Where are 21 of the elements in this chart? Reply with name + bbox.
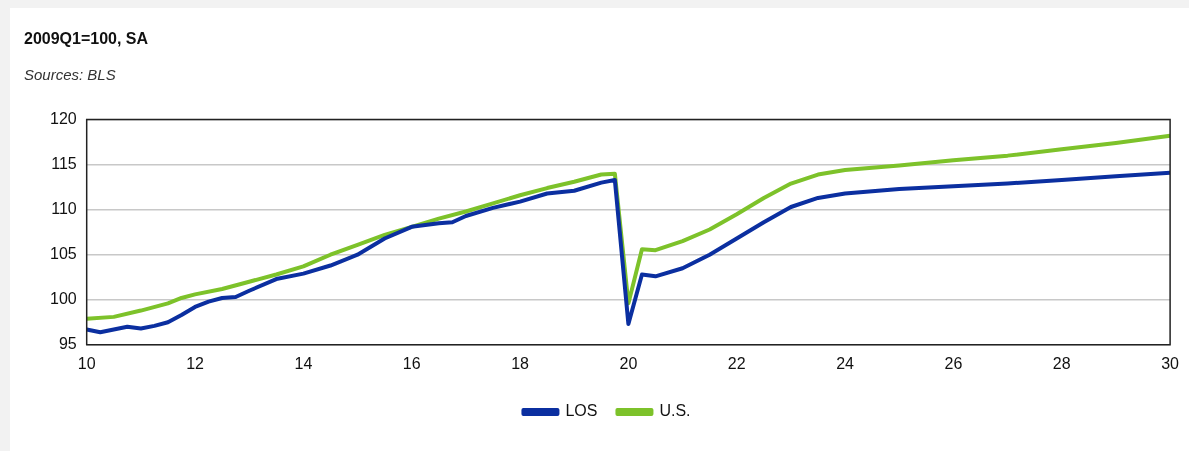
x-tick-label: 24 bbox=[836, 354, 855, 372]
x-tick-label: 18 bbox=[511, 354, 530, 372]
x-tick-label: 14 bbox=[294, 354, 313, 372]
x-tick-label: 12 bbox=[186, 354, 205, 372]
x-tick-label: 16 bbox=[402, 354, 421, 372]
y-tick-label: 110 bbox=[51, 200, 77, 218]
x-tick-label: 20 bbox=[619, 354, 638, 372]
chart-subtitle: Sources: BLS bbox=[24, 66, 116, 83]
chart-title: 2009Q1=100, SA bbox=[24, 30, 149, 48]
x-tick-label: 22 bbox=[727, 354, 746, 372]
legend-label: LOS bbox=[565, 402, 598, 420]
x-tick-label: 26 bbox=[944, 354, 963, 372]
y-tick-label: 120 bbox=[49, 110, 77, 128]
y-tick-label: 115 bbox=[51, 155, 77, 173]
y-tick-label: 100 bbox=[49, 290, 77, 308]
y-tick-label: 95 bbox=[58, 335, 77, 353]
x-tick-label: 30 bbox=[1161, 354, 1180, 372]
legend-label: U.S. bbox=[659, 402, 691, 420]
x-tick-label: 10 bbox=[77, 354, 96, 372]
y-tick-label: 105 bbox=[49, 245, 77, 263]
x-tick-label: 28 bbox=[1052, 354, 1071, 372]
